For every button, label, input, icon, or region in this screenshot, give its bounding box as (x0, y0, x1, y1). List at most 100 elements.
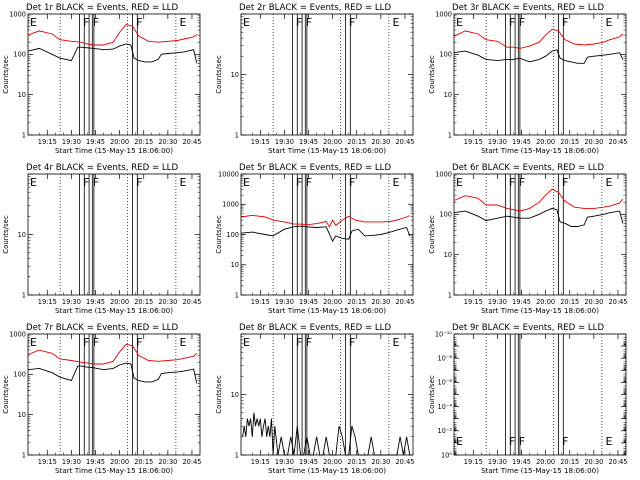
y-axis-label: Counts/sec (428, 215, 436, 254)
plot-frame (453, 173, 627, 296)
x-tick-label: 19:15 (38, 138, 57, 146)
x-tick-label: 19:15 (38, 298, 57, 306)
detector-panel-8: Det 8r BLACK = Events, RED = LLD E F F F E 1 10… (213, 320, 426, 480)
marker-label: F (83, 176, 89, 189)
y-tick-label: 1 (22, 451, 26, 459)
marker-label: F (83, 16, 89, 29)
chart-title: Det 1r BLACK = Events, RED = LLD (26, 3, 178, 13)
marker-label: E (243, 336, 250, 349)
y-tick-label: 1000 (435, 10, 452, 18)
marker-label: E (605, 176, 612, 189)
chart-title: Det 5r BLACK = Events, RED = LLD (239, 163, 391, 173)
y-tick-label: 1000 (9, 330, 26, 338)
y-tick-label: 1000 (222, 201, 239, 209)
detector-panel-6: Det 6r BLACK = Events, RED = LLD E F F F E 1 10… (426, 160, 639, 320)
x-tick-label: 19:30 (488, 298, 507, 306)
y-tick-label: 1000 (435, 170, 452, 178)
x-tick-label: 20:45 (608, 458, 627, 466)
marker-label: F (562, 16, 568, 29)
series-lld-line (240, 214, 410, 228)
series-events-line (240, 225, 411, 243)
plot-frame (453, 13, 627, 136)
series-events-line (242, 412, 411, 456)
marker-label: F (296, 336, 302, 349)
x-tick-label: 20:15 (347, 298, 366, 306)
y-axis-label: Counts/sec (428, 55, 436, 94)
x-tick-label: 19:45 (299, 458, 318, 466)
series-events-line (27, 43, 198, 64)
x-tick-label: 20:45 (182, 298, 201, 306)
chart-title: Det 7r BLACK = Events, RED = LLD (26, 323, 178, 333)
series-lld-line (453, 188, 624, 212)
x-tick-label: 19:30 (488, 138, 507, 146)
marker-label: F (519, 16, 525, 29)
y-axis-label: Counts/sec (2, 215, 10, 254)
marker-label: F (93, 16, 99, 29)
x-tick-label: 20:15 (560, 138, 579, 146)
x-tick-label: 20:30 (584, 458, 603, 466)
detector-panel-3: Det 3r BLACK = Events, RED = LLD E F F F E 1 10… (426, 0, 639, 160)
x-tick-label: 19:30 (275, 458, 294, 466)
x-tick-label: 20:15 (347, 138, 366, 146)
x-tick-label: 20:30 (158, 298, 177, 306)
x-tick-label: 20:45 (395, 298, 414, 306)
marker-label: E (456, 176, 463, 189)
x-tick-label: 20:45 (182, 138, 201, 146)
marker-label: E (392, 176, 399, 189)
series-lld-line (27, 343, 198, 365)
y-tick-label: 100 (439, 51, 452, 59)
y-tick-label: 10⁻⁸ (437, 355, 452, 363)
x-tick-label: 20:00 (323, 138, 342, 146)
marker-label: F (349, 176, 355, 189)
y-tick-label: 10⁰ (441, 451, 452, 459)
x-tick-label: 20:00 (323, 298, 342, 306)
plot-frame (240, 13, 414, 136)
y-axis-label: Counts/sec (215, 215, 223, 254)
x-tick-label: 19:45 (299, 138, 318, 146)
marker-label: F (136, 336, 142, 349)
marker-label: F (296, 176, 302, 189)
marker-label: F (509, 16, 515, 29)
x-tick-label: 19:30 (488, 458, 507, 466)
y-tick-label: 100 (13, 51, 26, 59)
y-tick-label: 10⁻² (437, 427, 452, 435)
marker-label: E (392, 336, 399, 349)
x-tick-label: 19:45 (299, 298, 318, 306)
x-tick-label: 20:45 (608, 298, 627, 306)
y-tick-label: 1000 (9, 10, 26, 18)
marker-label: F (306, 336, 312, 349)
x-tick-label: 19:45 (512, 458, 531, 466)
plot-frame (27, 13, 201, 136)
x-tick-label: 20:00 (110, 298, 129, 306)
x-tick-label: 19:15 (464, 458, 483, 466)
x-tick-label: 20:45 (608, 138, 627, 146)
y-tick-label: 1 (22, 291, 26, 299)
chart-title: Det 9r BLACK = Events, RED = LLD (452, 323, 604, 333)
x-tick-label: 20:30 (371, 298, 390, 306)
x-axis-label: Start Time (15-May-15 18:06:00) (55, 466, 173, 475)
marker-label: F (136, 176, 142, 189)
x-tick-label: 20:15 (347, 458, 366, 466)
chart-title: Det 6r BLACK = Events, RED = LLD (452, 163, 604, 173)
x-tick-label: 19:45 (86, 458, 105, 466)
x-tick-label: 19:45 (86, 138, 105, 146)
marker-label: F (509, 176, 515, 189)
detector-panel-2: Det 2r BLACK = Events, RED = LLD E F F F E 1 10… (213, 0, 426, 160)
marker-label: F (509, 435, 515, 448)
x-tick-label: 19:15 (251, 298, 270, 306)
marker-label: F (136, 16, 142, 29)
x-tick-label: 20:00 (110, 138, 129, 146)
x-tick-label: 20:15 (560, 298, 579, 306)
marker-label: F (562, 176, 568, 189)
x-axis-label: Start Time (15-May-15 18:06:00) (268, 306, 386, 315)
y-tick-label: 10000 (218, 170, 239, 178)
y-tick-label: 10 (18, 91, 26, 99)
series-lld-line (453, 28, 624, 49)
